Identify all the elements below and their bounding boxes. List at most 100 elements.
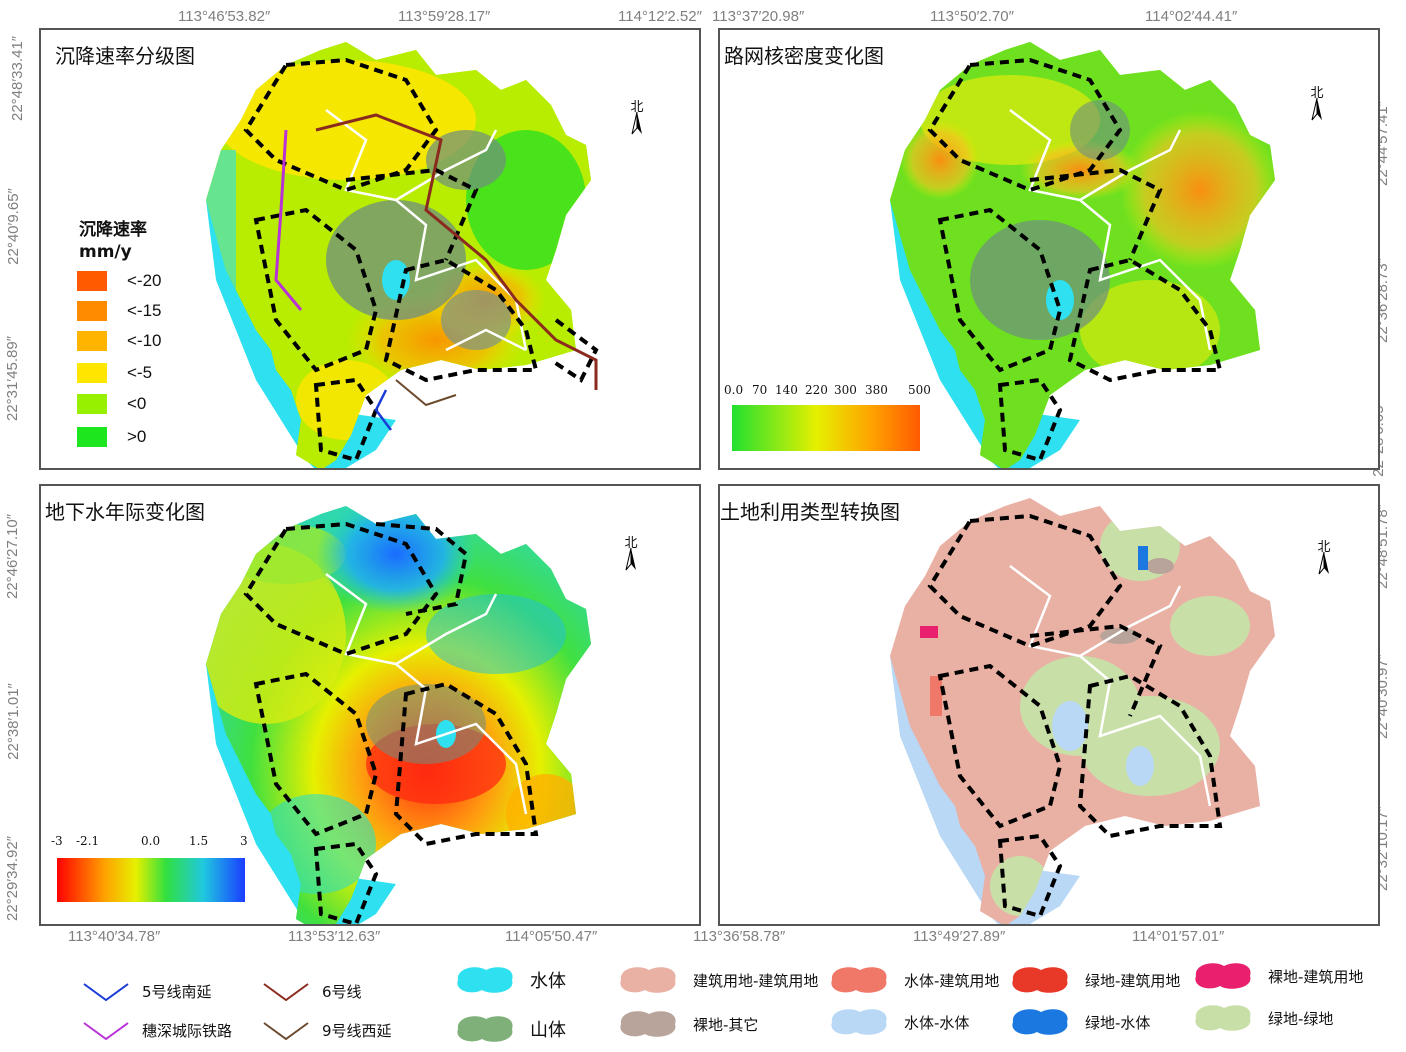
coord-bottom-left-2: 113°53′12.63″ <box>288 928 381 945</box>
panel-groundwater: 地下水年际变化图 <box>39 484 701 926</box>
legend-label: <-15 <box>127 301 162 320</box>
patch-symbol-icon <box>620 1011 676 1037</box>
legend-class: <-15 <box>77 301 162 321</box>
legend-line-item: 穗深城际铁路 <box>82 1019 232 1041</box>
coord-top-right-2: 113°50′2.70″ <box>930 8 1014 25</box>
ramp-label: 140 <box>775 383 798 397</box>
road-color-ramp <box>732 405 920 451</box>
panel-title: 地下水年际变化图 <box>45 500 205 524</box>
legend-line-label: 5号线南延 <box>142 982 212 1001</box>
coord-left-bottom-2: 22°38′1.01″ <box>4 683 22 760</box>
legend-patch-item: 裸地-建筑用地 <box>1190 958 1363 994</box>
coord-top-left-2: 113°59′28.17″ <box>398 8 491 25</box>
legend-patch-label: 建筑用地-建筑用地 <box>693 971 819 990</box>
legend-title: 沉降速率 <box>79 220 147 240</box>
legend-class: <-10 <box>77 331 162 351</box>
ramp-label: 220 <box>805 383 828 397</box>
legend-label: <0 <box>127 394 147 413</box>
ramp-label: 380 <box>865 383 888 397</box>
coord-top-left-1: 113°46′53.82″ <box>178 8 271 25</box>
legend-patch-label: 水体-建筑用地 <box>904 971 1000 990</box>
legend-patch-label: 裸地-其它 <box>693 1015 759 1034</box>
ramp-label: 70 <box>752 383 768 397</box>
ramp-label: 1.5 <box>189 834 209 848</box>
coord-left-bottom-1: 22°46′27.10″ <box>4 513 22 600</box>
legend-patch-item: 绿地-绿地 <box>1190 1000 1333 1036</box>
coord-top-right-1: 113°37′20.98″ <box>712 8 805 25</box>
legend-patch-item: 绿地-水体 <box>1007 1004 1150 1040</box>
north-arrow: 北 <box>1311 536 1337 576</box>
ramp-label: 0.0 <box>724 383 744 397</box>
patch-symbol-icon <box>831 967 887 993</box>
legend-patch-label: 水体-水体 <box>904 1013 970 1032</box>
subsidence-map <box>206 42 599 468</box>
patch-symbol-icon <box>1195 1005 1251 1031</box>
legend-patch-item: 水体-水体 <box>826 1004 969 1040</box>
legend-swatch <box>77 301 107 321</box>
legend-patch-label: 绿地-水体 <box>1085 1013 1151 1032</box>
panel-landuse: 土地利用类型转换图 <box>718 484 1380 926</box>
coord-left-top-2: 22°40′9.65″ <box>4 188 22 265</box>
panel-road-density: 路网核密度变化图 <box>718 28 1380 470</box>
legend-swatch <box>77 427 107 447</box>
coord-bottom-right-2: 113°49′27.89″ <box>913 928 1006 945</box>
panel-subsidence: 沉降速率分级图 <box>39 28 701 470</box>
ramp-label: -2.1 <box>76 834 100 848</box>
legend-class: <-20 <box>77 271 162 291</box>
legend-unit: mm/y <box>79 242 132 262</box>
north-label: 北 <box>624 536 638 551</box>
line-symbol-icon <box>83 983 129 1002</box>
legend-class: <0 <box>77 394 146 414</box>
legend-patch-label: 水体 <box>530 971 566 992</box>
panel-title: 土地利用类型转换图 <box>720 500 900 524</box>
legend-patch-item: 建筑用地-建筑用地 <box>615 962 818 998</box>
coord-left-bottom-3: 22°29′34.92″ <box>4 835 22 922</box>
north-label: 北 <box>1317 540 1331 555</box>
gw-color-ramp <box>57 858 245 902</box>
panel-title: 沉降速率分级图 <box>55 44 195 68</box>
patch-symbol-icon <box>457 1016 513 1042</box>
legend-line-item: 6号线 <box>262 980 362 1002</box>
legend-line-label: 穗深城际铁路 <box>142 1021 233 1040</box>
legend-patch-item: 水体 <box>452 962 566 998</box>
legend-patch-label: 绿地-建筑用地 <box>1085 971 1181 990</box>
legend-line-label: 9号线西延 <box>322 1021 392 1040</box>
coord-top-right-3: 114°02′44.41″ <box>1145 8 1238 25</box>
legend-patch-label: 山体 <box>530 1020 566 1041</box>
patch-symbol-icon <box>1195 963 1251 989</box>
coord-top-left-3: 114°12′2.52″ <box>618 8 702 25</box>
groundwater-map <box>206 506 591 924</box>
line-symbol-icon <box>263 1022 309 1041</box>
gw-ramp-labels: -3 -2.1 0.0 1.5 3 <box>41 834 699 850</box>
ramp-label: 500 <box>908 383 931 397</box>
road-ramp-labels: 0.0 70 140 220 300 380 500 <box>720 383 1378 399</box>
north-arrow: 北 <box>1304 82 1330 122</box>
north-label: 北 <box>630 100 644 115</box>
legend-class: >0 <box>77 427 146 447</box>
line-symbol-icon <box>83 1022 129 1041</box>
patch-symbol-icon <box>457 967 513 993</box>
ramp-label: 0.0 <box>141 834 161 848</box>
coord-left-top-1: 22°48′33.41″ <box>9 35 27 122</box>
coord-bottom-left-1: 113°40′34.78″ <box>68 928 161 945</box>
legend-label: <-10 <box>127 331 162 350</box>
legend-patch-item: 水体-建筑用地 <box>826 962 999 998</box>
legend-swatch <box>77 331 107 351</box>
ramp-label: 300 <box>834 383 857 397</box>
legend-patch-item: 绿地-建筑用地 <box>1007 962 1180 998</box>
north-arrow: 北 <box>618 532 644 572</box>
patch-symbol-icon <box>620 967 676 993</box>
legend-swatch <box>77 363 107 383</box>
legend-patch-item: 裸地-其它 <box>615 1006 758 1042</box>
legend-swatch <box>77 271 107 291</box>
legend-patch-item: 山体 <box>452 1011 566 1047</box>
legend-line-item: 5号线南延 <box>82 980 212 1002</box>
coord-bottom-right-1: 113°36′58.78″ <box>693 928 786 945</box>
landuse-map <box>890 498 1275 924</box>
road-density-map <box>890 42 1275 468</box>
legend-patch-label: 裸地-建筑用地 <box>1268 967 1364 986</box>
legend-label: <-20 <box>127 271 162 290</box>
panel-title: 路网核密度变化图 <box>724 44 884 68</box>
north-label: 北 <box>1310 86 1324 101</box>
patch-symbol-icon <box>1012 1009 1068 1035</box>
